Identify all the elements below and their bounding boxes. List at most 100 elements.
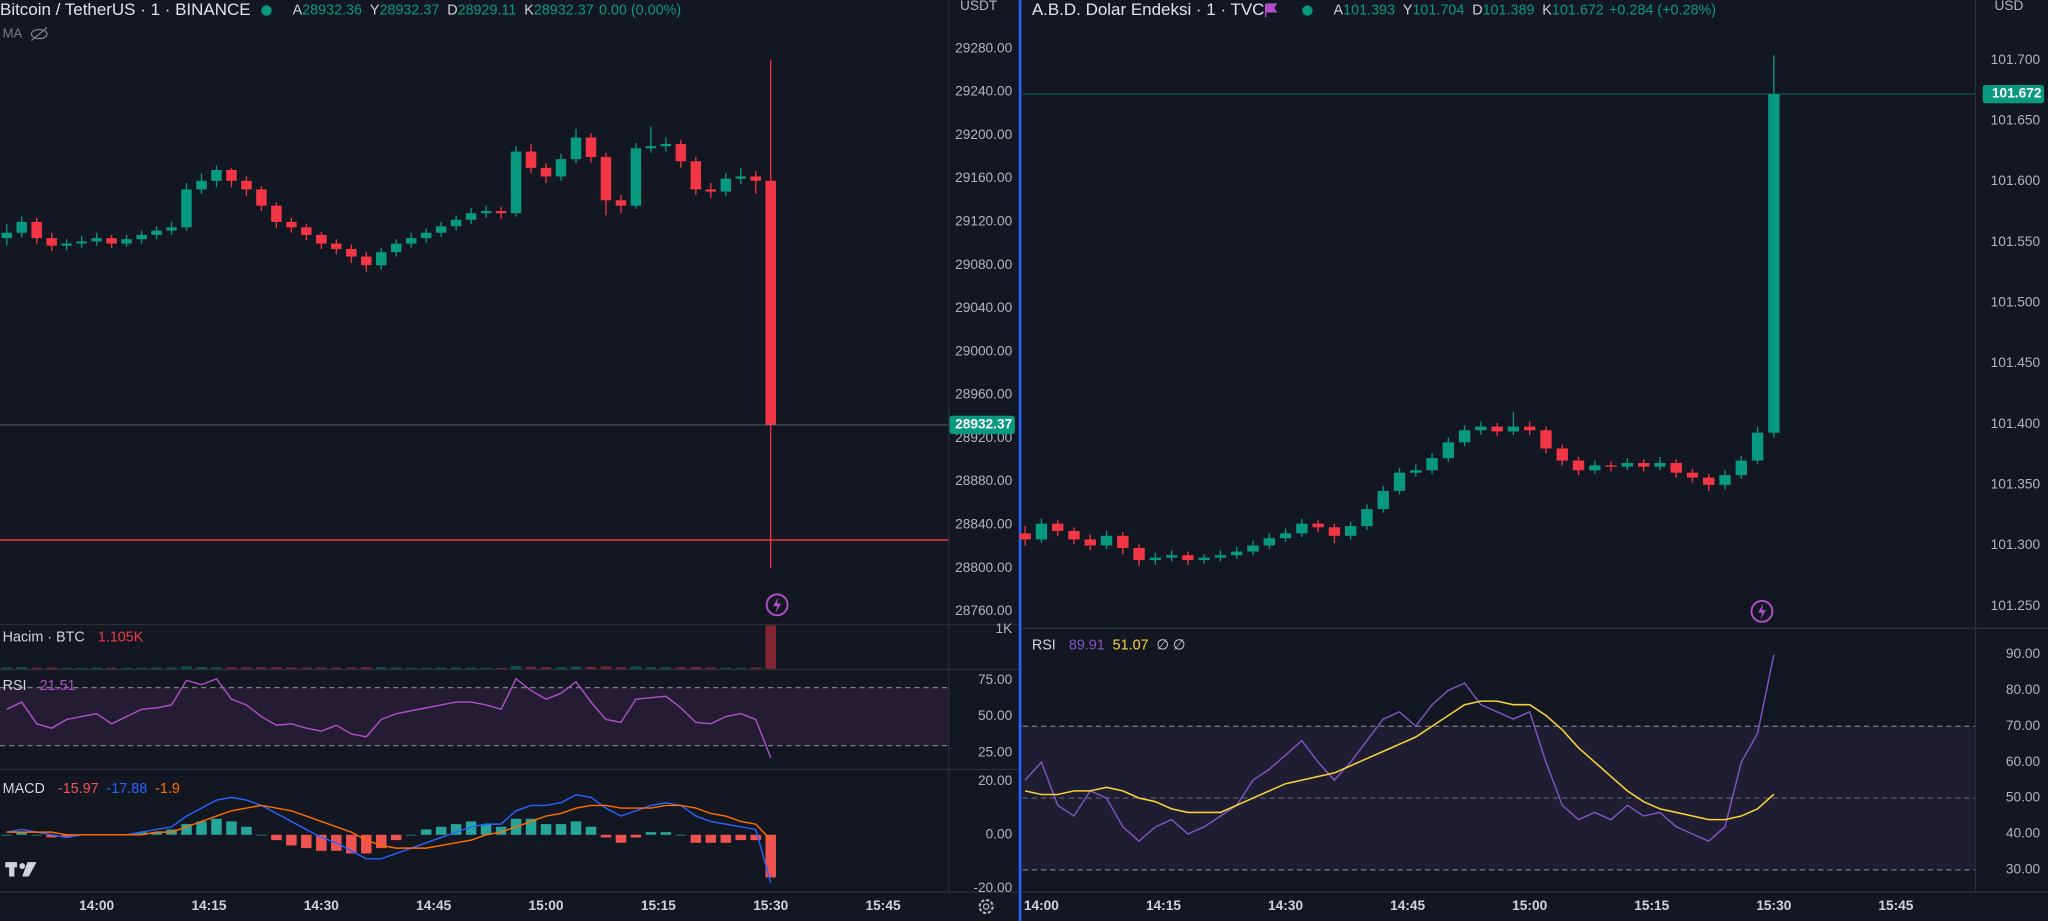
y-tick-label: 20.00 [978,773,1013,788]
y-tick-label: 101.400 [1991,416,2041,431]
macd-value: -17.88 [107,781,148,797]
currency-label[interactable]: USDT [960,0,998,13]
y-tick-label: 29280.00 [955,40,1013,55]
candle-body [1670,462,1682,473]
ohlc-label: A [293,2,303,18]
volume-bar [301,667,312,669]
volume-bar [705,667,717,669]
candle-body [1475,426,1487,431]
candle-body [256,189,267,206]
candle-body [1198,557,1210,561]
macd-histogram-bar [645,832,657,835]
alert-icon[interactable] [1750,599,1774,623]
candle-body [331,243,342,249]
candle-body [735,176,747,179]
alert-icon[interactable] [765,593,789,617]
candle-body [540,167,552,177]
y-tick-label: 29040.00 [955,300,1013,315]
ohlc-value: 28932.37 [379,2,439,18]
volume-bar [660,667,672,669]
last-price-label: 28932.37 [955,417,1013,432]
volume-bar [675,667,687,669]
candle-body [1393,472,1406,491]
candle-body [1117,535,1129,548]
ohlc-label: A [1334,2,1344,18]
candle-body [241,180,252,190]
candle-body [1605,465,1617,467]
macd-histogram-bar [301,834,312,849]
volume-bar [540,667,552,669]
tradingview-logo[interactable] [5,862,37,877]
volume-bar [31,667,42,669]
rsi-title: RSI [3,678,27,694]
x-tick-label: 15:30 [753,898,788,913]
y-tick-label: 101.450 [1991,355,2041,370]
macd-histogram-bar [46,834,57,838]
x-tick-label: 14:00 [79,898,114,913]
macd-histogram-bar [660,832,672,835]
candle-body [211,169,222,181]
y-tick-label: 50.00 [978,708,1013,723]
candle-body [301,227,312,235]
currency-label[interactable]: USD [1994,0,2023,13]
volume-bar [196,667,207,669]
macd-histogram-bar [735,834,747,841]
volume-bar [600,666,612,669]
y-tick-label: 101.700 [1991,52,2041,67]
candle-body [1247,545,1259,552]
candle-body [600,156,612,201]
legend: A101.393 Y101.704 D101.389 K101.672 +0.284 (… [1334,2,1716,18]
candle-body [1719,475,1731,485]
macd-histogram-bar [420,829,432,835]
candle-body [615,200,627,206]
candle-body [630,148,642,206]
candle-body [1165,555,1178,558]
volume-bar [106,667,117,669]
y-tick-label: 75.00 [978,672,1013,687]
macd-histogram-bar [705,834,717,843]
rsi-ma-line [1024,700,1775,821]
change: 0.00 (0.00%) [599,2,681,18]
macd-histogram-bar [720,834,732,843]
y-tick-label: 70.00 [2006,718,2041,733]
volume-bar [136,667,147,669]
candle-body [1051,523,1064,531]
y-tick-label: 29080.00 [955,257,1013,272]
candle-body [1751,432,1764,461]
candle-body [286,221,297,228]
y-tick-label: 101.300 [1991,537,2041,552]
candle-body [705,189,717,192]
change: +0.284 (+0.28%) [1609,2,1716,18]
macd-histogram-bar [600,834,612,838]
histogram-value: -15.97 [58,781,99,797]
rsi-value: 21.51 [40,678,76,694]
candle-body [61,243,72,246]
volume-bar [226,667,237,669]
candle-body [196,180,207,190]
candle-body [480,211,492,214]
x-tick-label: 14:00 [1024,898,1059,913]
candle-body [46,238,57,246]
y-tick-label: 29200.00 [955,127,1013,142]
chart-title: Bitcoin / TetherUS · 1 · BINANCE [0,0,251,19]
macd-histogram-bar [480,824,492,835]
volume-bar [181,666,192,669]
candle-body [1019,533,1031,540]
candle-body [1328,527,1341,536]
candle-body [1442,442,1455,459]
y-tick-label: 40.00 [2006,826,2041,841]
x-tick-label: 15:45 [1878,898,1913,913]
ohlc-label: D [447,2,457,18]
volume-bar [346,667,357,669]
x-tick-label: 14:15 [191,898,226,913]
candle-body [660,144,672,147]
settings-icon[interactable] [978,898,994,915]
last-price-tag [949,415,1015,435]
candle-body [495,211,507,214]
volume-bar [450,667,462,669]
macd-histogram-bar [690,834,702,843]
x-tick-label: 15:15 [641,898,676,913]
macd-histogram-bar [196,821,207,835]
y-tick-label: 25.00 [978,744,1013,759]
